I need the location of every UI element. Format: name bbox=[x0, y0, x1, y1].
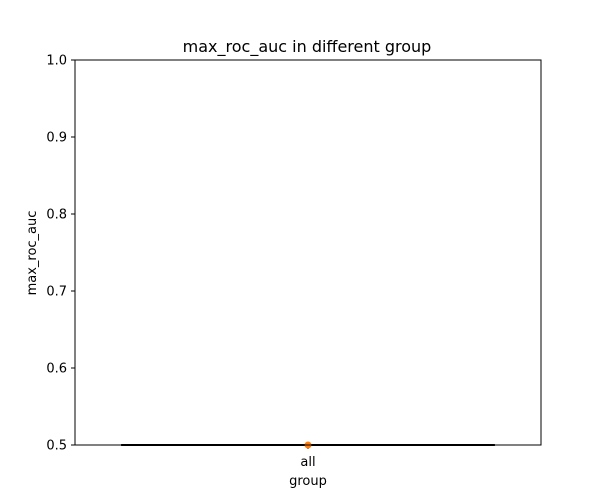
chart-title: max_roc_auc in different group bbox=[183, 37, 432, 57]
x-tick-label: all bbox=[300, 455, 315, 470]
y-tick-label: 0.6 bbox=[46, 362, 67, 377]
y-tick-label: 0.7 bbox=[46, 285, 67, 300]
y-axis-label: max_roc_auc bbox=[25, 211, 40, 296]
y-axis-ticks: 0.5 0.6 0.7 0.8 0.9 1.0 bbox=[46, 54, 75, 454]
y-tick-label: 0.8 bbox=[46, 208, 67, 223]
x-axis-label: group bbox=[289, 474, 327, 489]
y-tick-label: 0.9 bbox=[46, 131, 67, 146]
y-tick-label: 0.5 bbox=[46, 439, 67, 454]
plot-frame bbox=[74, 59, 542, 446]
y-tick-label: 1.0 bbox=[46, 54, 67, 69]
x-axis-ticks: all bbox=[300, 445, 316, 470]
